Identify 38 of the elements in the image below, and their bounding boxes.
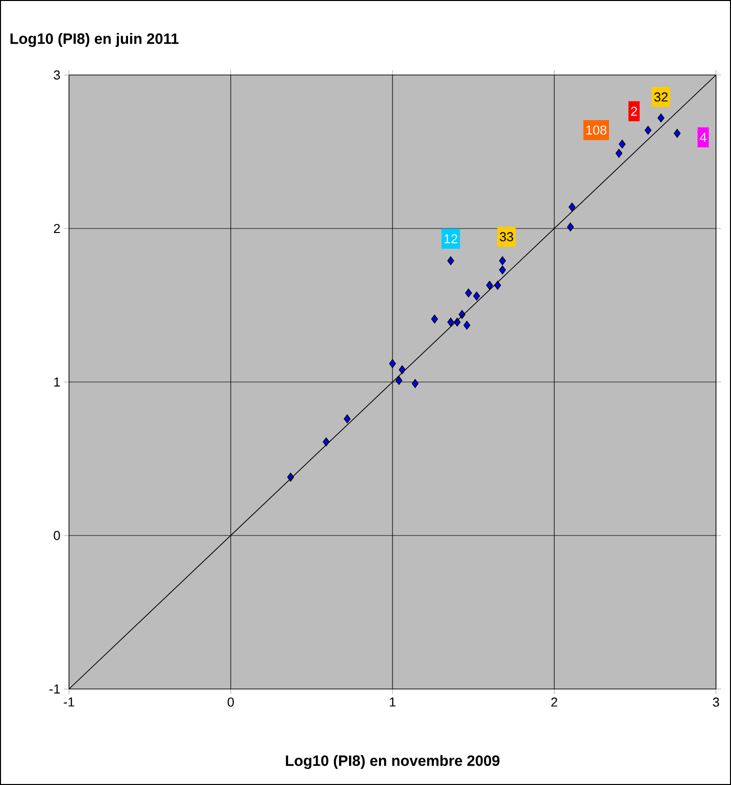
y-tick-label: 0	[54, 530, 60, 540]
point	[396, 376, 402, 385]
point	[431, 314, 438, 324]
point	[674, 128, 681, 138]
point	[447, 256, 454, 266]
x-axis-title: Log10 (PI8) en novembre 2009	[286, 755, 500, 769]
annotation: 32	[654, 92, 668, 102]
point	[567, 222, 574, 232]
annotation: 4	[700, 132, 706, 142]
annotation: 108	[586, 125, 606, 135]
point	[658, 114, 664, 122]
point	[447, 318, 454, 327]
point	[465, 288, 472, 298]
y-axis-title: Log10 (PI8) en juin 2011	[10, 32, 179, 47]
y-tick-label: 3	[54, 70, 60, 80]
point	[412, 379, 419, 388]
point	[644, 126, 652, 135]
point	[473, 292, 480, 300]
x-tick-label: 3	[712, 698, 720, 707]
point	[499, 266, 506, 274]
x-tick-label: -1	[64, 698, 74, 706]
y-tick-label: 2	[54, 224, 60, 234]
point	[618, 140, 626, 148]
point	[464, 320, 470, 330]
y-tick-label: 1	[54, 378, 60, 386]
annotation: 2	[631, 106, 638, 116]
point	[344, 414, 351, 424]
point	[486, 280, 493, 290]
annotation: 12	[444, 234, 458, 244]
point	[499, 256, 506, 266]
point	[568, 202, 576, 212]
y-tick-label: -1	[50, 684, 60, 694]
x-tick-label: 2	[551, 698, 558, 707]
point	[389, 359, 396, 368]
x-tick-label: 1	[390, 698, 396, 706]
annotation: 33	[500, 232, 514, 242]
x-tick-label: 0	[228, 698, 234, 707]
point	[616, 148, 622, 158]
